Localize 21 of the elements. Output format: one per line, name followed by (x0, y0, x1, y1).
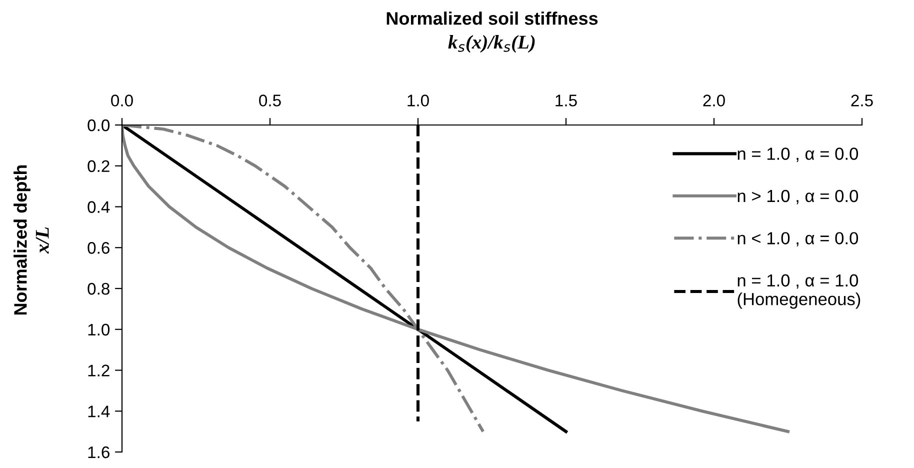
y-tick-label: 1.2 (88, 364, 110, 376)
x-tick-label: 0.0 (111, 94, 133, 106)
y-tick-label: 0.4 (88, 201, 110, 213)
legend-label: n < 1.0 , α = 0.0 (738, 232, 858, 246)
y-tick-label: 1.0 (88, 324, 110, 336)
x-tick-label: 0.5 (259, 94, 281, 106)
x-tick-label: 2.5 (851, 94, 873, 106)
x-tick-label: 2.0 (703, 94, 725, 106)
x-axis-title: Normalized soil stiffness k$_{s}$(x)/k$_{s}$(L) (386, 12, 598, 53)
y-tick-label: 0.0 (88, 119, 110, 132)
x-tick-label: 1.5 (556, 94, 577, 106)
y-tick-label: 1.4 (88, 406, 110, 418)
x-tick-label: 1.0 (408, 94, 429, 106)
y-tick-label: 1.6 (88, 446, 110, 458)
y-tick-label: 0.6 (88, 242, 110, 254)
legend-label: n > 1.0 , α = 0.0 (738, 190, 858, 204)
y-tick-label: 0.2 (88, 160, 110, 172)
legend-label: n = 1.0 , α = 1.0 (Homegeneous) (738, 274, 860, 309)
y-axis-title: Normalized depth x/L (14, 165, 49, 315)
y-tick-label: 0.8 (88, 282, 110, 295)
legend-label: n = 1.0 , α = 0.0 (738, 148, 858, 162)
